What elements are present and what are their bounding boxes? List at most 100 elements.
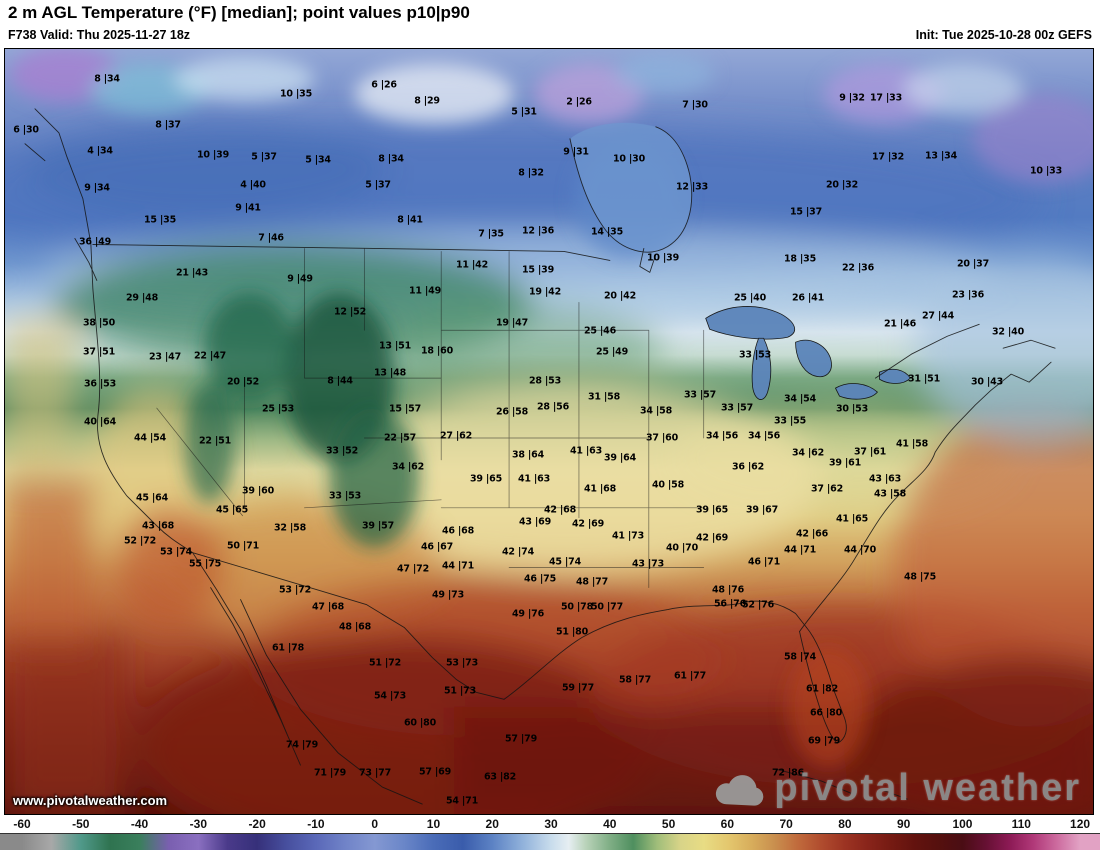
station-value: 49 |76 [511, 608, 545, 620]
colorbar-tick-label: 20 [485, 817, 499, 831]
station-value: 22 |47 [193, 350, 227, 362]
cloud-icon [716, 774, 764, 806]
station-value: 20 |52 [226, 376, 260, 388]
station-value: 39 |60 [241, 485, 275, 497]
hudson-bay-water [569, 122, 692, 253]
station-value: 2 |26 [566, 96, 592, 108]
station-value: 51 |73 [443, 685, 477, 697]
station-value: 50 |71 [226, 540, 260, 552]
station-value: 34 |62 [791, 447, 825, 459]
station-value: 34 |58 [639, 405, 673, 417]
station-value: 34 |56 [747, 430, 781, 442]
colorbar-tick-label: -30 [189, 817, 207, 831]
station-value: 27 |44 [921, 310, 955, 322]
station-value: 4 |34 [87, 145, 113, 157]
map-borders [24, 108, 1056, 805]
station-value: 39 |64 [603, 452, 637, 464]
station-value: 59 |77 [561, 682, 595, 694]
station-value: 25 |53 [261, 403, 295, 415]
colorbar: -60 -50 -40 -30 -20 -10 0 10 20 30 40 50 60 70 80 90 100… [0, 815, 1100, 850]
colorbar-tick-label: -60 [13, 817, 31, 831]
station-value: 38 |50 [82, 317, 116, 329]
station-value: 45 |64 [135, 492, 169, 504]
valid-time-label: F738 Valid: Thu 2025-11-27 18z [8, 28, 191, 42]
station-value: 22 |51 [198, 435, 232, 447]
station-value: 47 |68 [311, 601, 345, 613]
init-time-label: Init: Tue 2025-10-28 00z GEFS [915, 28, 1092, 42]
station-value: 48 |75 [903, 571, 937, 583]
station-value: 41 |63 [569, 445, 603, 457]
station-value: 39 |65 [695, 504, 729, 516]
station-value: 13 |51 [378, 340, 412, 352]
station-value: 7 |35 [478, 228, 504, 240]
station-value: 15 |39 [521, 264, 555, 276]
station-value: 17 |33 [869, 92, 903, 104]
station-value: 44 |71 [783, 544, 817, 556]
stations-layer: 8 |34 10 |35 6 |26 8 |29 2 |26 6 |30 8 |37 5 |3… [5, 49, 1093, 814]
station-value: 29 |48 [125, 292, 159, 304]
station-value: 53 |72 [278, 584, 312, 596]
station-value: 55 |75 [188, 558, 222, 570]
station-value: 31 |51 [907, 373, 941, 385]
station-value: 34 |54 [783, 393, 817, 405]
colorbar-tick-label: 70 [779, 817, 793, 831]
colorbar-tick-label: 0 [371, 817, 379, 831]
station-value: 41 |63 [517, 473, 551, 485]
station-value: 19 |47 [495, 317, 529, 329]
station-value: 8 |34 [378, 153, 404, 165]
station-value: 10 |39 [196, 149, 230, 161]
station-value: 23 |36 [951, 289, 985, 301]
station-value: 50 |78 [560, 601, 594, 613]
station-value: 9 |32 [839, 92, 865, 104]
station-value: 46 |75 [523, 573, 557, 585]
colorbar-tick-label: -20 [248, 817, 266, 831]
station-value: 33 |53 [328, 490, 362, 502]
station-value: 44 |54 [133, 432, 167, 444]
station-value: 38 |64 [511, 449, 545, 461]
station-value: 58 |74 [783, 651, 817, 663]
station-value: 48 |77 [575, 576, 609, 588]
station-value: 41 |68 [583, 483, 617, 495]
station-value: 8 |29 [414, 95, 440, 107]
station-value: 53 |73 [445, 657, 479, 669]
header: 2 m AGL Temperature (°F) [median]; point… [0, 0, 1100, 48]
station-value: 4 |40 [240, 179, 266, 191]
station-value: 47 |72 [396, 563, 430, 575]
station-value: 69 |79 [807, 735, 841, 747]
station-value: 31 |58 [587, 391, 621, 403]
station-value: 37 |62 [810, 483, 844, 495]
station-value: 21 |46 [883, 318, 917, 330]
station-value: 12 |33 [675, 181, 709, 193]
watermark: www.pivotalweather.com [13, 793, 168, 808]
station-value: 74 |79 [285, 739, 319, 751]
station-value: 33 |52 [325, 445, 359, 457]
station-value: 32 |40 [991, 326, 1025, 338]
station-value: 44 |71 [441, 560, 475, 572]
station-value: 20 |37 [956, 258, 990, 270]
station-value: 11 |49 [408, 285, 442, 297]
page-title: 2 m AGL Temperature (°F) [median]; point… [8, 3, 470, 22]
station-value: 40 |58 [651, 479, 685, 491]
station-value: 53 |74 [159, 546, 193, 558]
colorbar-tick-label: 40 [603, 817, 617, 831]
station-value: 37 |51 [82, 346, 116, 358]
station-value: 25 |49 [595, 346, 629, 358]
station-value: 25 |46 [583, 325, 617, 337]
station-value: 61 |78 [271, 642, 305, 654]
station-value: 50 |77 [590, 601, 624, 613]
station-value: 43 |73 [631, 558, 665, 570]
station-value: 30 |43 [970, 376, 1004, 388]
station-value: 37 |61 [853, 446, 887, 458]
station-value: 8 |37 [155, 119, 181, 131]
station-value: 32 |58 [273, 522, 307, 534]
colorbar-tick-label: 60 [720, 817, 735, 831]
station-value: 52 |72 [123, 535, 157, 547]
station-value: 19 |42 [528, 286, 562, 298]
station-value: 15 |57 [388, 403, 422, 415]
station-value: 73 |77 [358, 767, 392, 779]
station-value: 12 |52 [333, 306, 367, 318]
station-value: 12 |36 [521, 225, 555, 237]
station-value: 10 |33 [1029, 165, 1063, 177]
colorbar-tick-label: 10 [426, 817, 441, 831]
